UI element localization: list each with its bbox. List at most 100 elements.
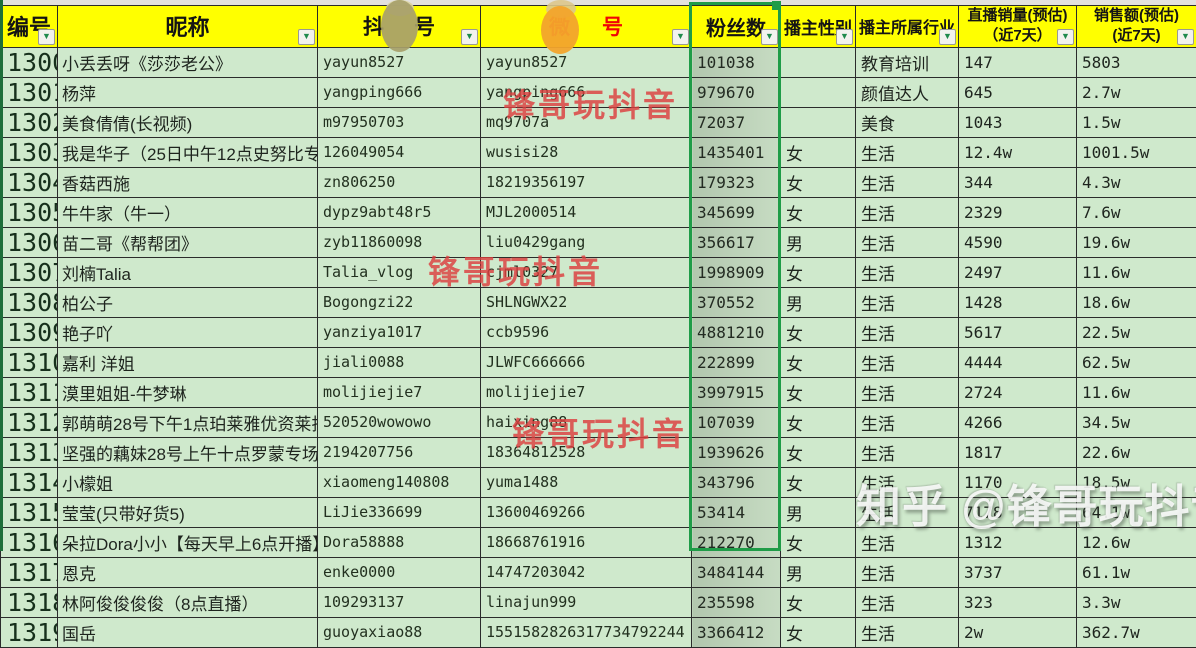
cell-rownum[interactable]: 1316 [1, 527, 58, 557]
cell-industry[interactable]: 生活 [856, 167, 959, 197]
cell-nickname[interactable]: 国岳 [58, 617, 318, 647]
cell-revenue[interactable]: 2.7w [1077, 77, 1196, 107]
cell-gender[interactable]: 男 [781, 557, 856, 587]
cell-fans-count[interactable]: 101038 [692, 47, 781, 77]
cell-wechat-id[interactable]: SHLNGWX22 [481, 287, 692, 317]
cell-industry[interactable]: 生活 [856, 617, 959, 647]
cell-gender[interactable] [781, 107, 856, 137]
cell-gender[interactable]: 男 [781, 227, 856, 257]
cell-gender[interactable]: 女 [781, 587, 856, 617]
cell-rownum[interactable]: 1303 [1, 137, 58, 167]
cell-revenue[interactable]: 18.5w [1077, 467, 1196, 497]
cell-live-sales[interactable]: 2724 [959, 377, 1077, 407]
cell-douyin-id[interactable]: zn806250 [318, 167, 481, 197]
cell-douyin-id[interactable]: 109293137 [318, 587, 481, 617]
cell-wechat-id[interactable]: cjml0327 [481, 257, 692, 287]
cell-live-sales[interactable]: 1170 [959, 467, 1077, 497]
cell-nickname[interactable]: 林阿俊俊俊俊（8点直播） [58, 587, 318, 617]
cell-nickname[interactable]: 香菇西施 [58, 167, 318, 197]
cell-nickname[interactable]: 嘉利 洋姐 [58, 347, 318, 377]
cell-live-sales[interactable]: 344 [959, 167, 1077, 197]
cell-gender[interactable]: 女 [781, 317, 856, 347]
cell-revenue[interactable]: 3.3w [1077, 587, 1196, 617]
cell-gender[interactable]: 女 [781, 137, 856, 167]
cell-gender[interactable]: 女 [781, 167, 856, 197]
cell-rownum[interactable]: 1304 [1, 167, 58, 197]
cell-rownum[interactable]: 1305 [1, 197, 58, 227]
cell-rownum[interactable]: 1311 [1, 377, 58, 407]
cell-live-sales[interactable]: 2329 [959, 197, 1077, 227]
header-id[interactable]: 编号 ▼ [1, 6, 58, 48]
cell-douyin-id[interactable]: 126049054 [318, 137, 481, 167]
cell-rownum[interactable]: 1318 [1, 587, 58, 617]
cell-fans-count[interactable]: 53414 [692, 497, 781, 527]
cell-rownum[interactable]: 1302 [1, 107, 58, 137]
cell-douyin-id[interactable]: Talia_vlog [318, 257, 481, 287]
cell-fans-count[interactable]: 1998909 [692, 257, 781, 287]
cell-fans-count[interactable]: 370552 [692, 287, 781, 317]
cell-fans-count[interactable]: 222899 [692, 347, 781, 377]
cell-wechat-id[interactable]: MJL2000514 [481, 197, 692, 227]
cell-fans-count[interactable]: 1435401 [692, 137, 781, 167]
cell-wechat-id[interactable]: yuma1488 [481, 467, 692, 497]
filter-dropdown-icon[interactable]: ▼ [461, 29, 478, 45]
cell-revenue[interactable]: 61.1w [1077, 557, 1196, 587]
cell-fans-count[interactable]: 343796 [692, 467, 781, 497]
cell-live-sales[interactable]: 4590 [959, 227, 1077, 257]
cell-wechat-id[interactable]: mq9707a [481, 107, 692, 137]
cell-rownum[interactable]: 1300 [1, 47, 58, 77]
cell-revenue[interactable]: 1001.5w [1077, 137, 1196, 167]
cell-wechat-id[interactable]: liu0429gang [481, 227, 692, 257]
cell-wechat-id[interactable]: 18219356197 [481, 167, 692, 197]
cell-revenue[interactable]: 34.5w [1077, 407, 1196, 437]
cell-nickname[interactable]: 苗二哥《帮帮团》 [58, 227, 318, 257]
cell-fans-count[interactable]: 345699 [692, 197, 781, 227]
cell-gender[interactable]: 女 [781, 197, 856, 227]
cell-live-sales[interactable]: 1428 [959, 287, 1077, 317]
cell-rownum[interactable]: 1309 [1, 317, 58, 347]
cell-revenue[interactable]: 64.1w [1077, 497, 1196, 527]
cell-wechat-id[interactable]: 14747203042 [481, 557, 692, 587]
cell-gender[interactable]: 男 [781, 497, 856, 527]
cell-wechat-id[interactable]: 1551582826317734792244 [481, 617, 692, 647]
cell-nickname[interactable]: 牛牛家（牛一） [58, 197, 318, 227]
cell-revenue[interactable]: 12.6w [1077, 527, 1196, 557]
cell-live-sales[interactable]: 4444 [959, 347, 1077, 377]
cell-wechat-id[interactable]: linajun999 [481, 587, 692, 617]
cell-gender[interactable]: 男 [781, 287, 856, 317]
cell-industry[interactable]: 教育培训 [856, 47, 959, 77]
cell-douyin-id[interactable]: 2194207756 [318, 437, 481, 467]
cell-industry[interactable]: 美食 [856, 107, 959, 137]
cell-nickname[interactable]: 郭萌萌28号下午1点珀莱雅优资莱护肤 [58, 407, 318, 437]
cell-gender[interactable]: 女 [781, 257, 856, 287]
cell-revenue[interactable]: 22.5w [1077, 317, 1196, 347]
cell-rownum[interactable]: 1308 [1, 287, 58, 317]
cell-fans-count[interactable]: 235598 [692, 587, 781, 617]
cell-rownum[interactable]: 1306 [1, 227, 58, 257]
cell-live-sales[interactable]: 4266 [959, 407, 1077, 437]
header-nickname[interactable]: 昵称 ▼ [58, 6, 318, 48]
cell-live-sales[interactable]: 5617 [959, 317, 1077, 347]
cell-douyin-id[interactable]: LiJie336699 [318, 497, 481, 527]
cell-nickname[interactable]: 小檬姐 [58, 467, 318, 497]
cell-wechat-id[interactable]: wusisi28 [481, 137, 692, 167]
cell-wechat-id[interactable]: ccb9596 [481, 317, 692, 347]
cell-revenue[interactable]: 7.6w [1077, 197, 1196, 227]
cell-fans-count[interactable]: 4881210 [692, 317, 781, 347]
cell-live-sales[interactable]: 12.4w [959, 137, 1077, 167]
cell-wechat-id[interactable]: JLWFC666666 [481, 347, 692, 377]
cell-wechat-id[interactable]: yayun8527 [481, 47, 692, 77]
cell-nickname[interactable]: 莹莹(只带好货5) [58, 497, 318, 527]
cell-industry[interactable]: 生活 [856, 227, 959, 257]
cell-revenue[interactable]: 1.5w [1077, 107, 1196, 137]
cell-fans-count[interactable]: 3997915 [692, 377, 781, 407]
cell-live-sales[interactable]: 2w [959, 617, 1077, 647]
cell-industry[interactable]: 生活 [856, 557, 959, 587]
cell-revenue[interactable]: 362.7w [1077, 617, 1196, 647]
cell-live-sales[interactable]: 323 [959, 587, 1077, 617]
filter-dropdown-icon[interactable]: ▼ [298, 29, 315, 45]
cell-industry[interactable]: 生活 [856, 437, 959, 467]
cell-live-sales[interactable]: 147 [959, 47, 1077, 77]
cell-fans-count[interactable]: 356617 [692, 227, 781, 257]
cell-douyin-id[interactable]: guoyaxiao88 [318, 617, 481, 647]
